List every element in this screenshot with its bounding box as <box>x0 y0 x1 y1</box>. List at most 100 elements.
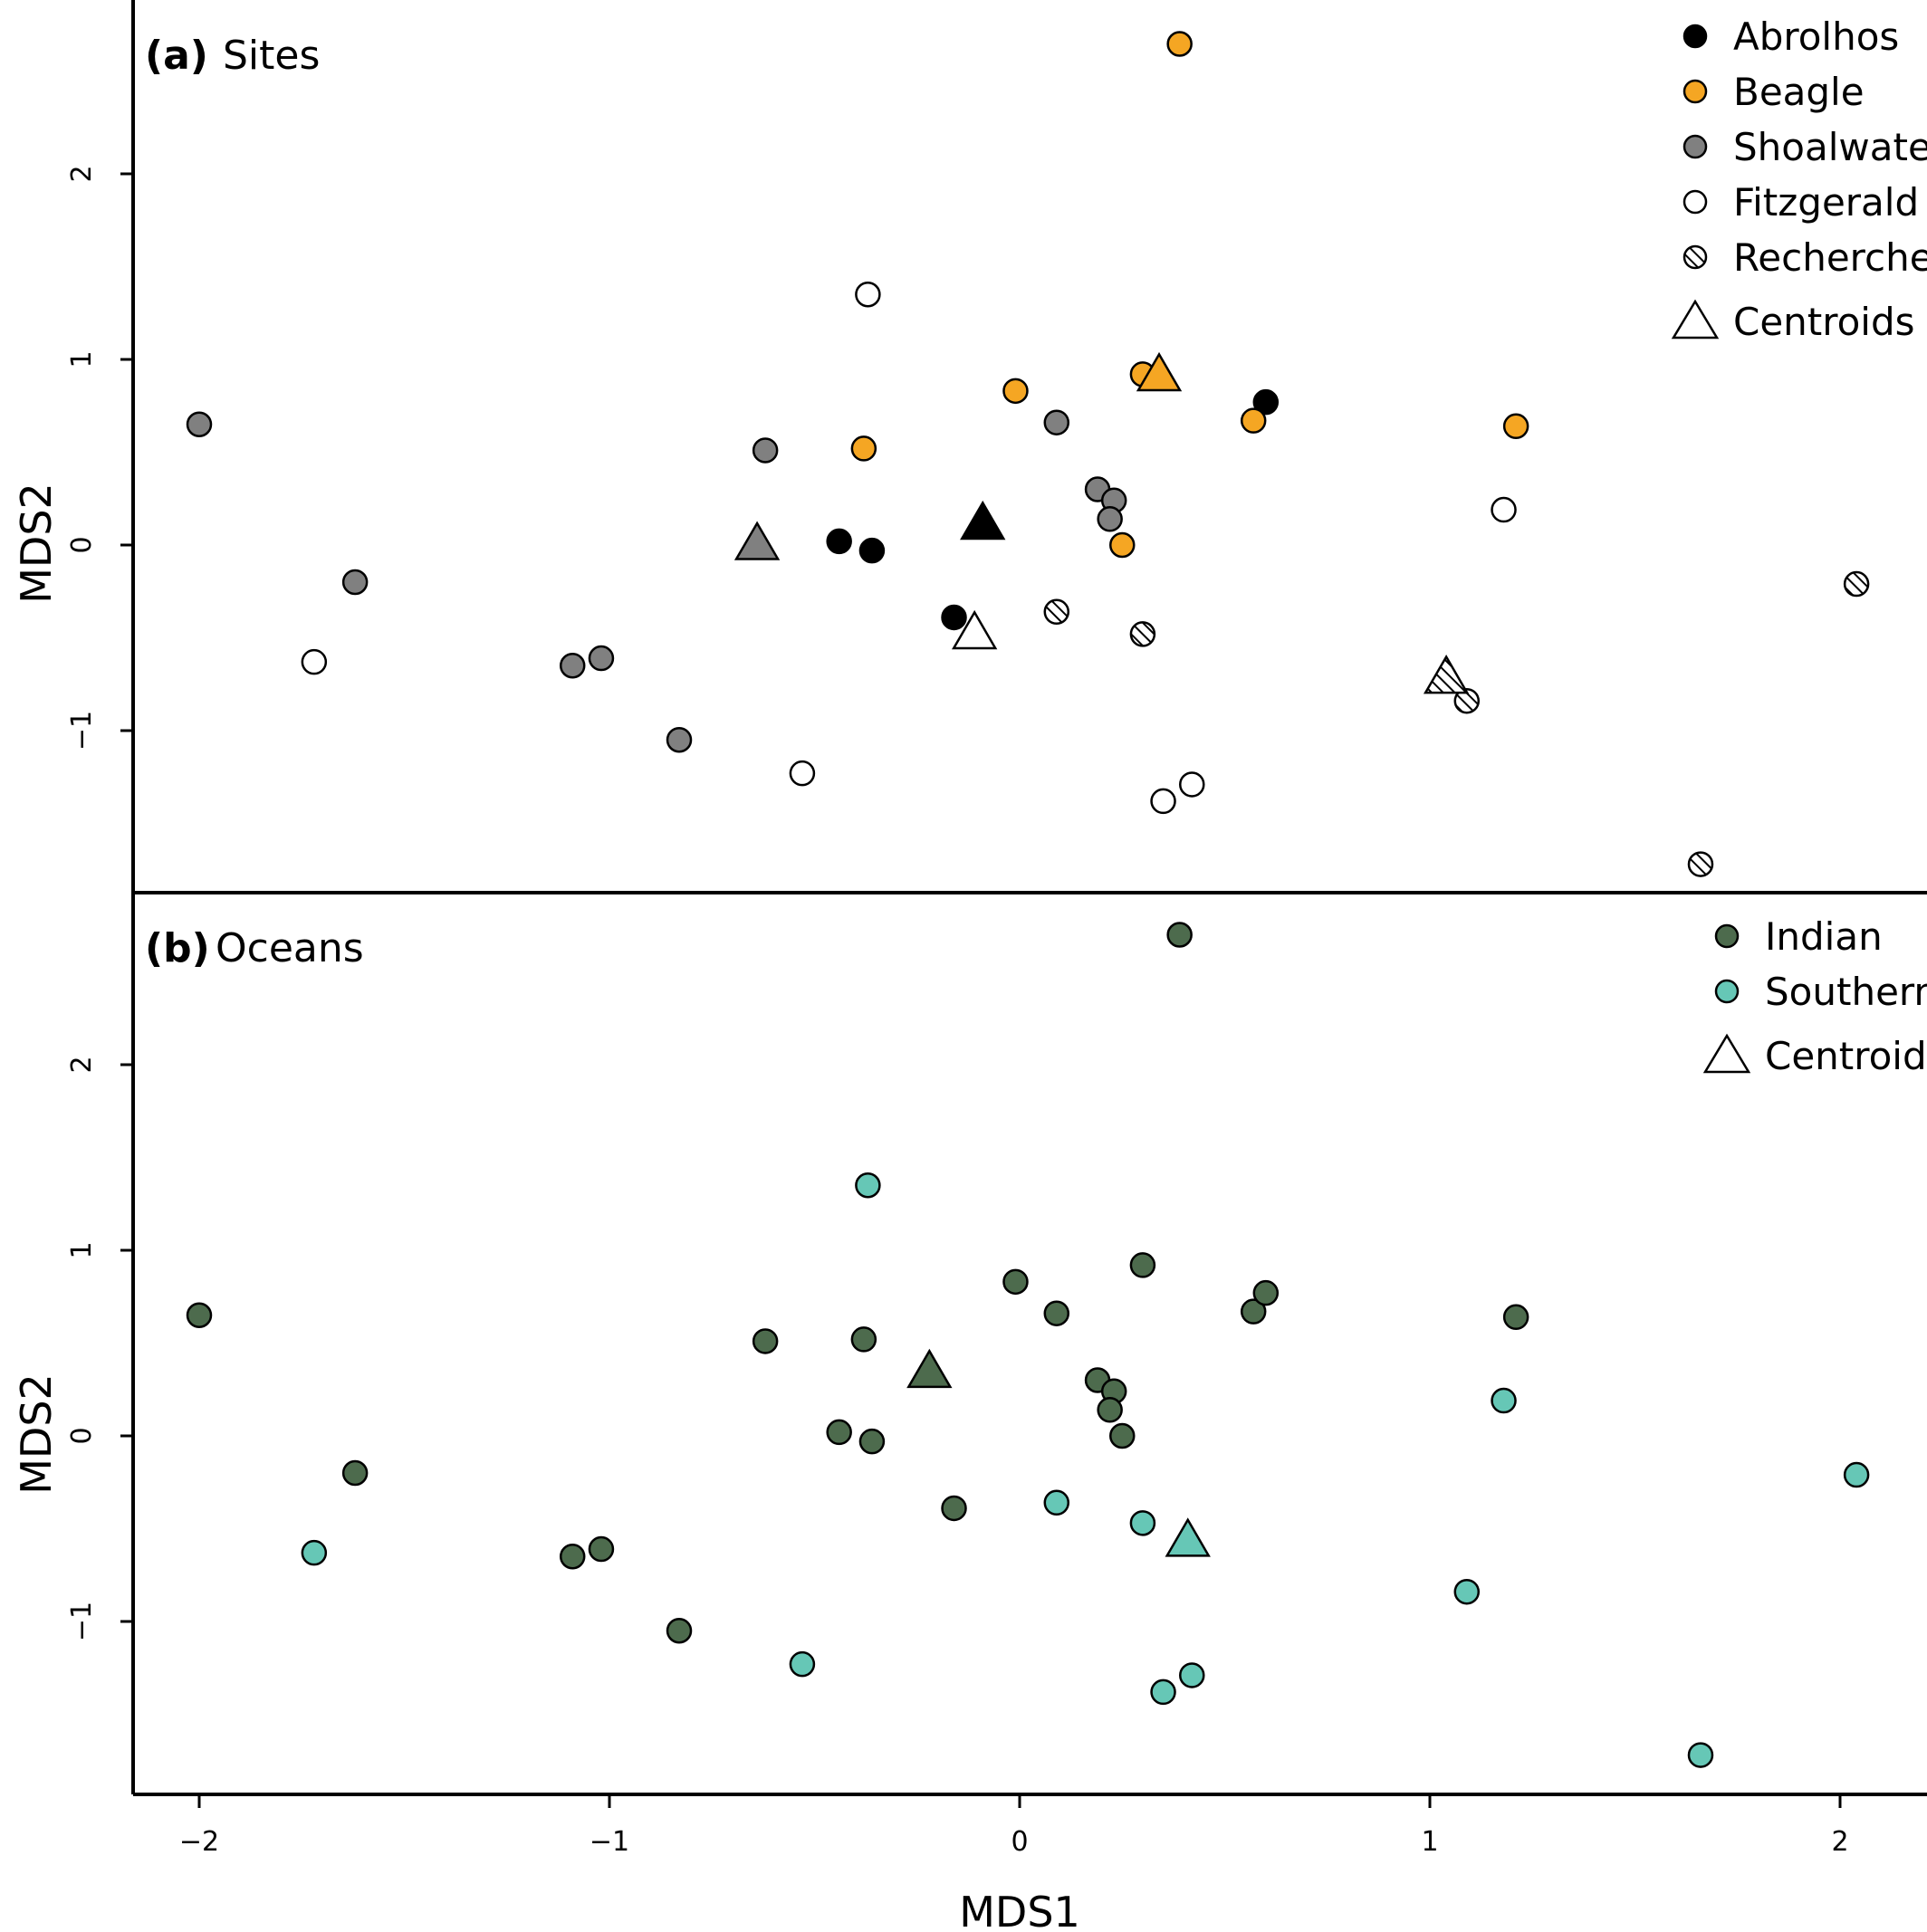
point-indian <box>341 1459 369 1487</box>
point-recherche <box>1687 851 1714 877</box>
y-tick-label: 0 <box>66 1427 98 1444</box>
plot-markers <box>186 922 1870 1768</box>
point-southern <box>301 1539 328 1566</box>
point-shoalwater <box>1097 506 1123 532</box>
panel-sites: (a) Sites MDS2 −1 0 1 2 Abrolhos Beagle Shoal… <box>12 14 1927 877</box>
x-tick-label: −2 <box>179 1826 219 1858</box>
point-indian <box>941 1495 967 1522</box>
point-abrolhos <box>858 537 886 564</box>
point-fitzgerald <box>789 760 816 787</box>
point-abrolhos <box>826 528 852 555</box>
legend-marker-southern <box>1714 979 1740 1004</box>
x-tick-label: 1 <box>1421 1826 1438 1858</box>
legend-label-beagle: Beagle <box>1733 70 1865 114</box>
panel-letter: (b) <box>145 925 210 971</box>
point-indian <box>666 1618 693 1644</box>
legend: Indian Southern Centroids <box>1702 914 1927 1078</box>
point-beagle <box>1502 413 1529 440</box>
point-indian <box>588 1535 615 1563</box>
x-tick-label: −1 <box>590 1826 629 1858</box>
centroid-southern <box>1165 1517 1211 1557</box>
point-southern <box>1043 1489 1070 1516</box>
point-indian <box>752 1328 779 1354</box>
x-tick-label: 0 <box>1011 1826 1028 1858</box>
point-fitzgerald <box>301 648 328 675</box>
y-axis-label: MDS2 <box>12 1373 61 1495</box>
point-indian <box>1109 1422 1136 1449</box>
legend-label-southern: Southern <box>1765 970 1927 1014</box>
point-southern <box>1150 1679 1176 1706</box>
panel-title: Oceans <box>216 925 364 971</box>
point-fitzgerald <box>1150 788 1176 815</box>
legend: Abrolhos Beagle Shoalwater Fitzgerald Recher… <box>1671 14 1927 344</box>
point-indian <box>186 1302 213 1328</box>
point-indian <box>1240 1298 1267 1325</box>
legend-marker-shoalwater <box>1683 134 1708 159</box>
centroid-recherche <box>1423 655 1470 694</box>
point-recherche <box>1129 621 1156 647</box>
centroid-indian <box>906 1348 953 1389</box>
legend-marker-recherche <box>1683 244 1708 270</box>
y-axis-ticks: −1 0 1 2 <box>66 165 133 751</box>
legend-label-recherche: Recherche <box>1733 235 1927 280</box>
point-southern <box>1687 1742 1714 1768</box>
point-shoalwater <box>186 411 213 437</box>
point-fitzgerald <box>855 282 881 308</box>
point-southern <box>1129 1510 1156 1536</box>
point-shoalwater <box>559 653 586 679</box>
y-tick-label: 0 <box>66 536 98 553</box>
point-southern <box>1453 1578 1481 1605</box>
point-indian <box>1129 1252 1156 1278</box>
x-axis-ticks: −2 −1 0 1 2 <box>179 1794 1849 1858</box>
point-recherche <box>1043 598 1070 626</box>
x-tick-label: 2 <box>1831 1826 1848 1858</box>
y-axis-label: MDS2 <box>12 483 61 604</box>
legend-marker-centroids <box>1702 1033 1751 1074</box>
plot-markers <box>186 31 1870 877</box>
legend-label-shoalwater: Shoalwater <box>1733 125 1927 169</box>
y-tick-label: 2 <box>66 165 98 182</box>
legend-marker-indian <box>1714 923 1740 949</box>
axes-frame <box>131 0 1927 1796</box>
legend-label-centroids: Centroids <box>1733 300 1915 344</box>
point-southern <box>1843 1461 1870 1488</box>
point-southern <box>1491 1387 1517 1414</box>
legend-label-abrolhos: Abrolhos <box>1733 14 1899 59</box>
panel-oceans: (b) Oceans MDS2 MDS1 −1 0 1 2 −2 −1 0 1 2 India… <box>12 914 1927 1932</box>
point-indian <box>1252 1279 1280 1306</box>
legend-marker-fitzgerald <box>1683 189 1708 215</box>
legend-label-fitzgerald: Fitzgerald <box>1733 180 1919 225</box>
point-shoalwater <box>588 645 615 672</box>
legend-label-indian: Indian <box>1765 914 1883 959</box>
legend-label-centroids: Centroids <box>1765 1034 1927 1078</box>
point-recherche <box>1843 570 1870 598</box>
centroid-shoalwater <box>733 521 781 560</box>
point-beagle <box>1240 407 1267 434</box>
point-recherche <box>1453 687 1481 714</box>
point-beagle <box>1109 531 1136 559</box>
legend-marker-abrolhos <box>1683 24 1708 49</box>
x-axis-label: MDS1 <box>959 1888 1080 1932</box>
y-tick-label: 1 <box>66 350 98 368</box>
point-shoalwater <box>1043 409 1070 435</box>
point-southern <box>1179 1662 1205 1688</box>
centroid-fitzgerald <box>951 609 998 650</box>
legend-marker-centroids <box>1671 299 1720 340</box>
point-shoalwater <box>752 437 779 464</box>
point-fitzgerald <box>1491 496 1517 523</box>
y-tick-label: −1 <box>66 711 98 751</box>
point-indian <box>826 1419 852 1446</box>
point-indian <box>850 1326 877 1353</box>
point-indian <box>1166 922 1193 948</box>
point-southern <box>789 1650 816 1678</box>
panel-title: Sites <box>223 33 320 79</box>
point-beagle <box>1002 378 1029 405</box>
point-shoalwater <box>341 569 369 596</box>
y-axis-ticks: −1 0 1 2 <box>66 1056 133 1641</box>
y-tick-label: 1 <box>66 1241 98 1258</box>
point-abrolhos <box>941 604 967 631</box>
point-indian <box>1043 1300 1070 1326</box>
panel-letter: (a) <box>145 33 208 79</box>
y-tick-label: 2 <box>66 1056 98 1073</box>
